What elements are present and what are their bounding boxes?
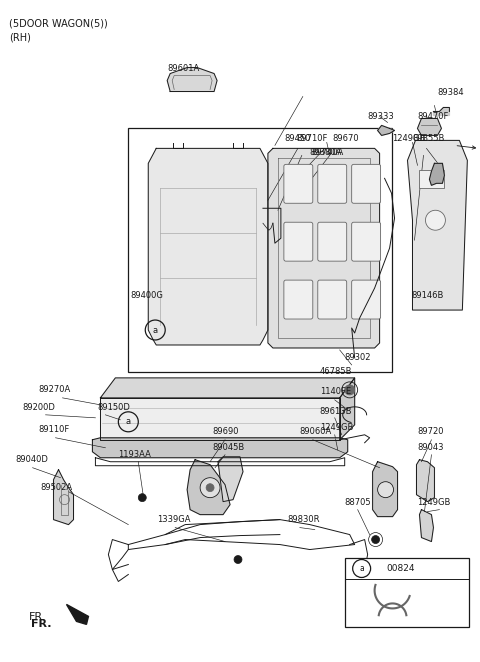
Text: 89110F: 89110F (38, 425, 70, 434)
Text: 1339GA: 1339GA (157, 515, 191, 524)
Text: a: a (126, 417, 131, 426)
Polygon shape (100, 378, 355, 398)
Text: 89043: 89043 (418, 444, 444, 452)
Text: a: a (359, 564, 364, 573)
Text: 1249GB: 1249GB (418, 498, 451, 507)
Text: 89670: 89670 (333, 134, 360, 143)
Text: 89502A: 89502A (41, 483, 72, 492)
Polygon shape (167, 68, 217, 91)
Polygon shape (340, 378, 355, 440)
Polygon shape (54, 470, 73, 524)
Text: 89613B: 89613B (320, 407, 352, 416)
Text: 89690: 89690 (212, 427, 239, 436)
Circle shape (425, 211, 445, 230)
Polygon shape (148, 148, 268, 345)
Text: 89302: 89302 (345, 354, 371, 362)
FancyBboxPatch shape (352, 222, 381, 261)
Polygon shape (93, 438, 348, 457)
Text: 89060A: 89060A (300, 427, 332, 436)
Polygon shape (418, 118, 442, 136)
Text: (5DOOR WAGON(5)): (5DOOR WAGON(5)) (9, 19, 108, 28)
Text: 89150D: 89150D (97, 403, 130, 412)
Text: 89270A: 89270A (38, 385, 71, 395)
Text: 89720: 89720 (418, 427, 444, 436)
Text: 89400G: 89400G (130, 291, 163, 300)
Polygon shape (372, 461, 397, 516)
Polygon shape (67, 604, 88, 624)
Polygon shape (430, 164, 444, 185)
Text: 89045B: 89045B (212, 444, 244, 452)
Bar (420, 170, 444, 188)
Text: 89710F: 89710F (297, 134, 328, 143)
Polygon shape (218, 457, 243, 502)
Text: 89380A: 89380A (310, 148, 342, 157)
Text: 00824: 00824 (386, 564, 415, 573)
Circle shape (200, 478, 220, 498)
Circle shape (138, 494, 146, 502)
FancyBboxPatch shape (318, 164, 347, 203)
Text: 89830R: 89830R (288, 515, 320, 524)
FancyBboxPatch shape (284, 222, 313, 261)
Circle shape (234, 555, 242, 563)
Text: (RH): (RH) (9, 32, 31, 42)
FancyBboxPatch shape (318, 222, 347, 261)
Text: 1140FE: 1140FE (320, 387, 351, 397)
Polygon shape (100, 398, 340, 440)
FancyBboxPatch shape (284, 280, 313, 319)
Polygon shape (417, 459, 434, 502)
Polygon shape (268, 148, 380, 348)
Polygon shape (187, 459, 230, 514)
Polygon shape (378, 125, 395, 136)
FancyBboxPatch shape (352, 164, 381, 203)
Circle shape (372, 536, 380, 544)
Text: 88705: 88705 (345, 498, 372, 507)
Text: 46785B: 46785B (320, 367, 352, 377)
Bar (345, 557, 469, 628)
Text: 89384: 89384 (437, 88, 464, 97)
Text: 89470F: 89470F (418, 112, 449, 121)
Text: FR.: FR. (29, 612, 46, 622)
Circle shape (378, 482, 394, 498)
Text: 89200D: 89200D (23, 403, 56, 412)
Circle shape (206, 484, 214, 492)
Text: 89040D: 89040D (16, 455, 48, 464)
Polygon shape (408, 140, 468, 310)
FancyBboxPatch shape (318, 280, 347, 319)
Text: 89450: 89450 (285, 134, 311, 143)
Circle shape (345, 385, 355, 395)
FancyBboxPatch shape (352, 280, 381, 319)
Text: 1249GB: 1249GB (320, 423, 353, 432)
Bar (128, 128, 392, 372)
Text: FR.: FR. (31, 620, 51, 630)
Text: 89146B: 89146B (411, 291, 444, 300)
Text: 89740A: 89740A (312, 148, 344, 157)
Text: 1249GB: 1249GB (393, 134, 426, 143)
Polygon shape (420, 510, 433, 542)
Polygon shape (433, 107, 449, 115)
Text: 89333: 89333 (368, 112, 395, 121)
Text: 89855B: 89855B (412, 134, 445, 143)
FancyBboxPatch shape (284, 164, 313, 203)
Text: a: a (153, 326, 158, 334)
Text: 1193AA: 1193AA (119, 450, 151, 459)
Text: 89601A: 89601A (167, 64, 199, 73)
